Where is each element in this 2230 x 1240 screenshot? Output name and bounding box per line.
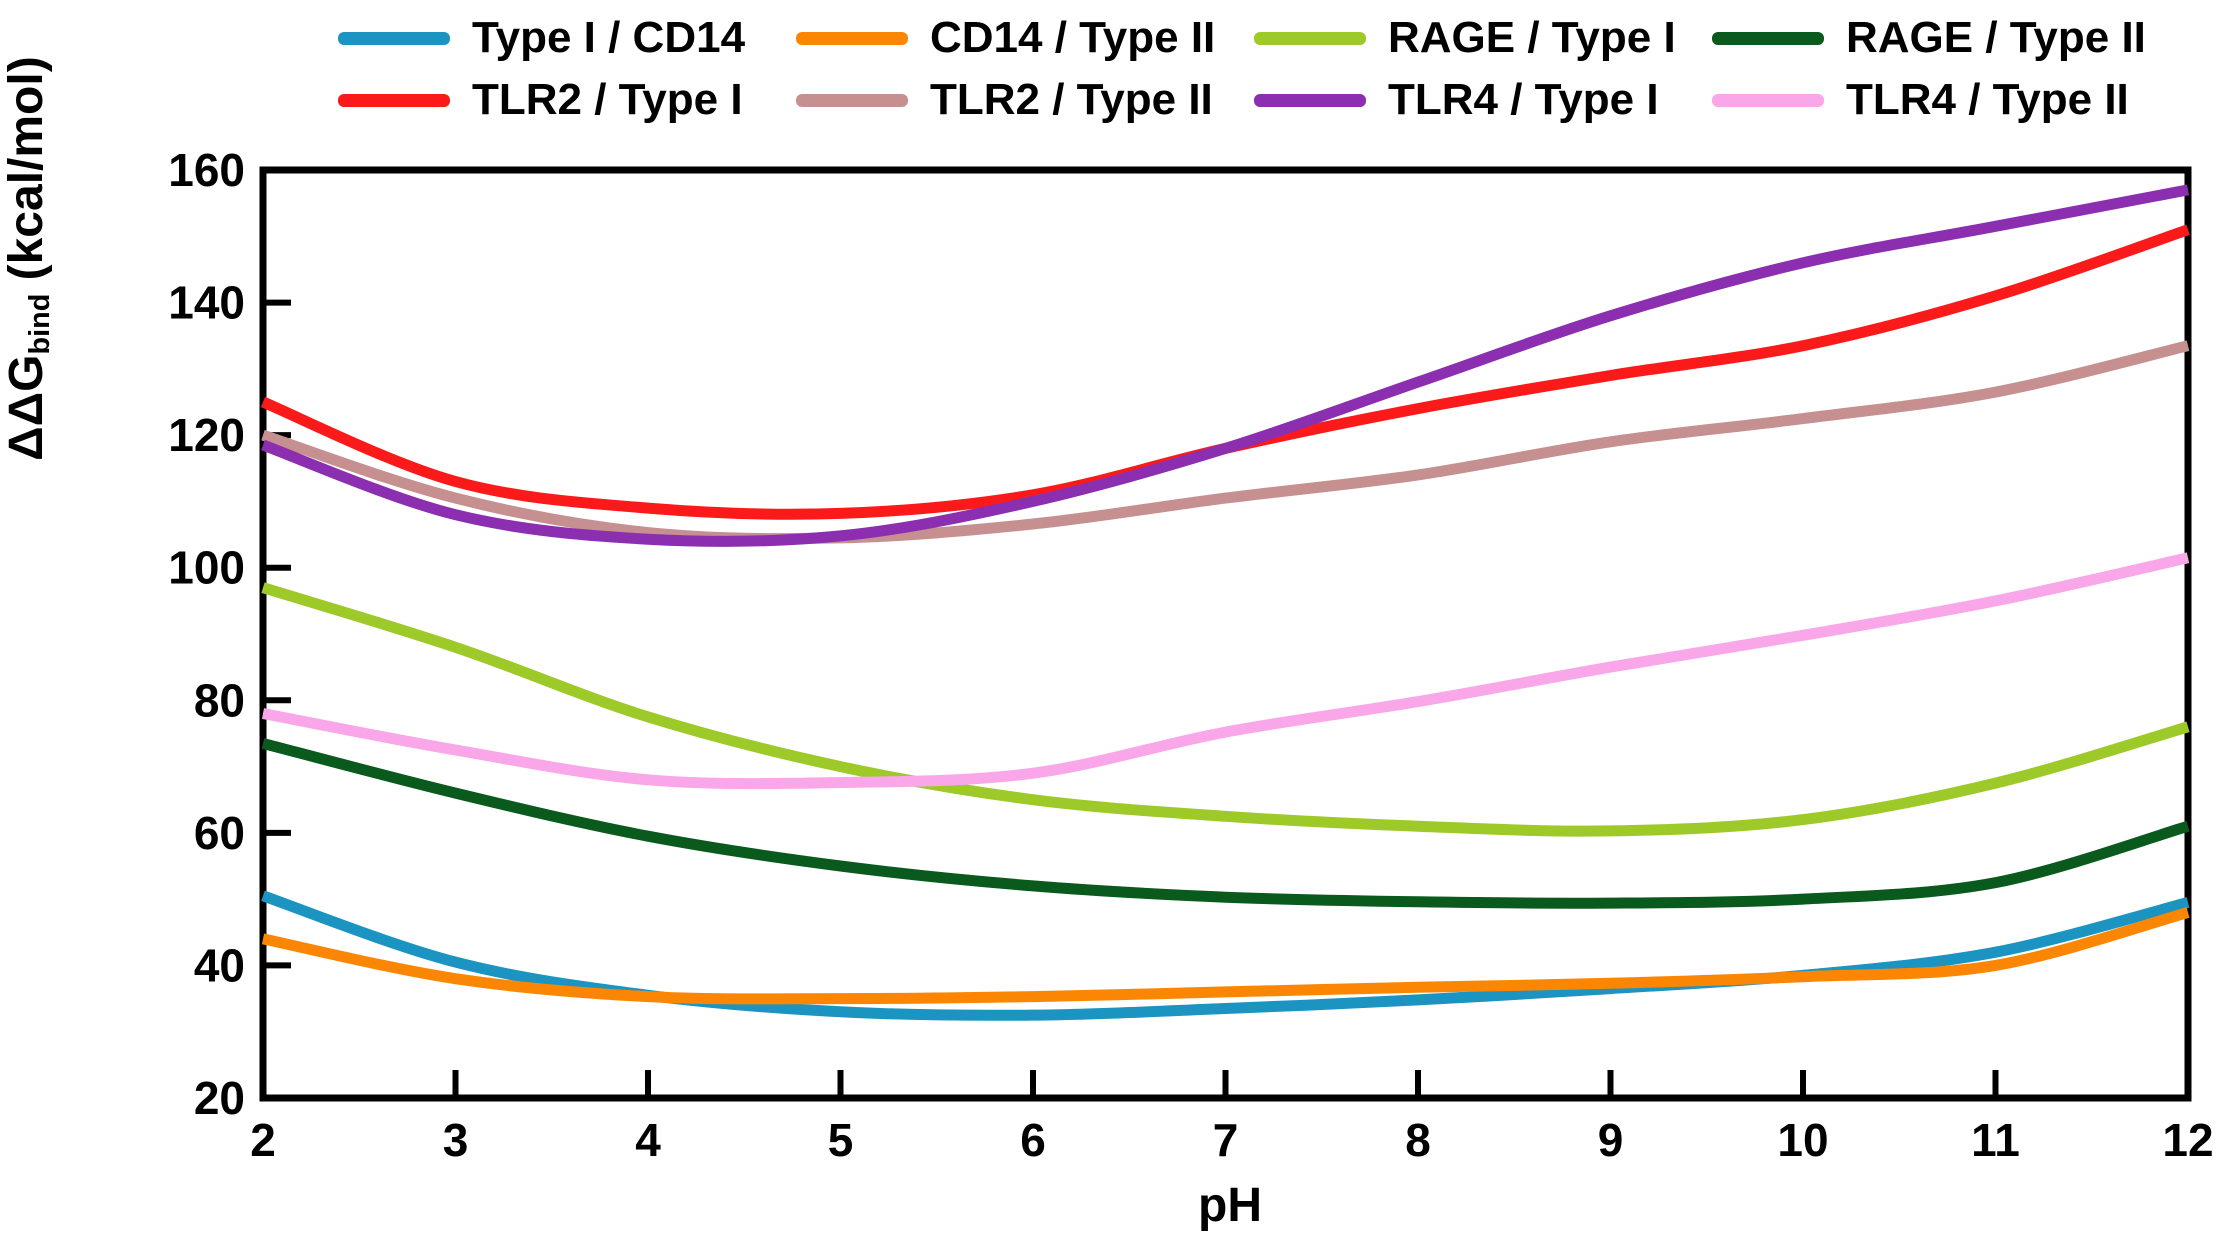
legend-item-tlr4-type-ii: TLR4 / Type II (1712, 75, 2170, 124)
legend-item-cd14-type-ii: CD14 / Type II (796, 13, 1254, 62)
curve-cd14-type-ii (261, 907, 2190, 1005)
legend-line-swatch (796, 31, 908, 45)
legend-label: RAGE / Type I (1388, 13, 1676, 62)
y-axis-label-unit: (kcal/mol) (0, 56, 53, 294)
y-axis-label-subscript: bind (24, 293, 57, 355)
legend-item-rage-type-i: RAGE / Type I (1254, 13, 1712, 62)
legend-line-swatch (1254, 93, 1366, 107)
legend-item-tlr4-type-i: TLR4 / Type I (1254, 75, 1712, 124)
x-tick-label: 2 (250, 1114, 276, 1166)
curve-tlr4-type-ii (261, 552, 2190, 790)
y-tick-label: 100 (168, 542, 245, 594)
x-axis-label-text: pH (1198, 1179, 1262, 1232)
legend-label: Type I / CD14 (472, 13, 746, 62)
legend-line-swatch (338, 31, 450, 45)
curve-tlr2-type-i (260, 224, 2190, 520)
x-tick-label: 11 (1971, 1114, 2020, 1166)
x-tick-label: 5 (828, 1114, 854, 1166)
curve-rage-type-i (261, 582, 2190, 837)
y-tick-label: 80 (194, 674, 245, 726)
legend-label: TLR2 / Type I (472, 75, 743, 124)
y-tick-label: 20 (194, 1072, 245, 1124)
legend-item-rage-type-ii: RAGE / Type II (1712, 13, 2170, 62)
y-tick-label: 120 (168, 409, 245, 461)
legend-label: RAGE / Type II (1846, 13, 2146, 62)
legend-line-swatch (796, 93, 908, 107)
legend-item-tlr2-type-ii: TLR2 / Type II (796, 75, 1254, 124)
plot-box (259, 166, 2192, 1102)
legend-row: Type I / CD14 CD14 / Type II RAGE / Type I… (338, 13, 2170, 62)
x-tick-label: 12 (2162, 1114, 2213, 1166)
legend-row: TLR2 / Type I TLR2 / Type II TLR4 / Type I… (338, 75, 2170, 124)
x-tick-label: 9 (1598, 1114, 1624, 1166)
y-tick-label: 60 (194, 807, 245, 859)
x-tick-label: 10 (1777, 1114, 1828, 1166)
legend-line-swatch (1712, 93, 1824, 107)
x-tick-label: 6 (1020, 1114, 1046, 1166)
legend-line-swatch (1254, 31, 1366, 45)
x-tick-label: 8 (1405, 1114, 1431, 1166)
legend: Type I / CD14 CD14 / Type II RAGE / Type I… (338, 13, 2170, 138)
curve-tlr2-type-ii (261, 340, 2190, 545)
y-axis-label: ΔΔGbind (kcal/mol) (0, 56, 57, 461)
y-tick-label: 140 (168, 277, 245, 329)
x-tick-label: 4 (635, 1114, 661, 1166)
legend-label: TLR4 / Type II (1846, 75, 2129, 124)
curve-tlr4-type-i (261, 184, 2190, 547)
x-axis-label: pH (0, 1178, 2230, 1233)
legend-item-type-i-cd14: Type I / CD14 (338, 13, 796, 62)
legend-label: TLR4 / Type I (1388, 75, 1659, 124)
legend-label: TLR2 / Type II (930, 75, 1213, 124)
legend-item-tlr2-type-i: TLR2 / Type I (338, 75, 796, 124)
y-tick-label: 40 (194, 939, 245, 991)
x-tick-label: 7 (1213, 1114, 1239, 1166)
curve-type-i-cd14 (261, 890, 2190, 1021)
y-tick-label: 160 (168, 144, 245, 196)
legend-label: CD14 / Type II (930, 13, 1216, 62)
x-tick-label: 3 (443, 1114, 469, 1166)
y-axis-label-main: ΔΔG (0, 354, 53, 461)
curve-rage-type-ii (261, 738, 2190, 909)
legend-line-swatch (1712, 31, 1824, 45)
legend-line-swatch (338, 93, 450, 107)
